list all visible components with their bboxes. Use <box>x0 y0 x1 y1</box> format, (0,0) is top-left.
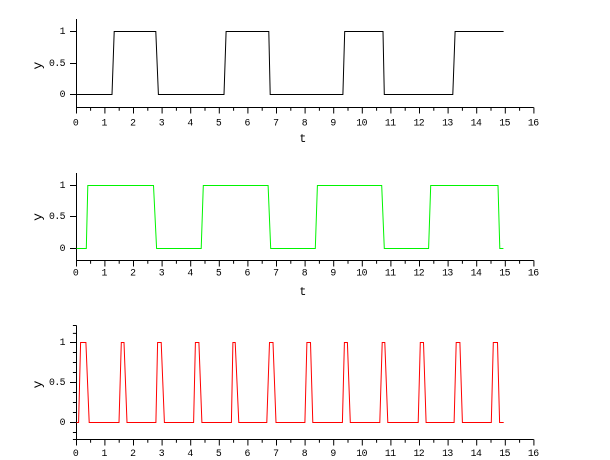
svg-text:7: 7 <box>273 268 279 279</box>
svg-text:4: 4 <box>187 268 193 279</box>
svg-text:0: 0 <box>73 268 79 279</box>
svg-text:11: 11 <box>385 268 396 279</box>
svg-text:12: 12 <box>413 117 424 128</box>
svg-text:0: 0 <box>73 448 79 459</box>
svg-text:t: t <box>299 133 305 146</box>
svg-text:15: 15 <box>499 117 510 128</box>
svg-text:3: 3 <box>159 448 165 459</box>
svg-text:8: 8 <box>302 448 308 459</box>
svg-text:16: 16 <box>528 448 539 459</box>
svg-text:5: 5 <box>216 448 222 459</box>
svg-text:5: 5 <box>216 268 222 279</box>
svg-text:12: 12 <box>413 268 424 279</box>
svg-text:13: 13 <box>442 117 453 128</box>
svg-text:16: 16 <box>528 268 539 279</box>
svg-text:0.5: 0.5 <box>49 211 66 222</box>
svg-text:y: y <box>31 380 46 388</box>
svg-text:4: 4 <box>187 117 193 128</box>
svg-text:2: 2 <box>130 448 136 459</box>
svg-text:0: 0 <box>60 243 66 254</box>
svg-text:10: 10 <box>356 448 367 459</box>
svg-text:15: 15 <box>499 448 510 459</box>
svg-text:1: 1 <box>60 337 66 348</box>
svg-text:2: 2 <box>130 117 136 128</box>
svg-text:0.5: 0.5 <box>49 58 66 69</box>
svg-text:9: 9 <box>330 448 336 459</box>
svg-text:6: 6 <box>245 268 251 279</box>
svg-text:5: 5 <box>216 117 222 128</box>
svg-text:8: 8 <box>302 117 308 128</box>
svg-text:0: 0 <box>60 89 66 100</box>
svg-text:1: 1 <box>102 268 108 279</box>
svg-text:14: 14 <box>471 117 482 128</box>
svg-text:13: 13 <box>442 448 453 459</box>
svg-text:13: 13 <box>442 268 453 279</box>
svg-text:12: 12 <box>413 448 424 459</box>
svg-text:0: 0 <box>73 117 79 128</box>
svg-text:3: 3 <box>159 117 165 128</box>
svg-text:1: 1 <box>60 26 66 37</box>
svg-text:0.5: 0.5 <box>49 377 66 388</box>
svg-text:16: 16 <box>528 117 539 128</box>
svg-text:1: 1 <box>102 117 108 128</box>
svg-text:7: 7 <box>273 117 279 128</box>
svg-text:t: t <box>299 286 305 299</box>
svg-text:14: 14 <box>471 268 482 279</box>
svg-text:6: 6 <box>245 448 251 459</box>
svg-text:0: 0 <box>60 417 66 428</box>
svg-text:y: y <box>31 213 46 221</box>
svg-text:6: 6 <box>245 117 251 128</box>
svg-text:11: 11 <box>385 117 396 128</box>
svg-text:9: 9 <box>330 268 336 279</box>
svg-text:10: 10 <box>356 117 367 128</box>
svg-text:14: 14 <box>471 448 482 459</box>
svg-text:4: 4 <box>187 448 193 459</box>
svg-text:9: 9 <box>330 117 336 128</box>
svg-text:2: 2 <box>130 268 136 279</box>
svg-text:8: 8 <box>302 268 308 279</box>
svg-text:1: 1 <box>102 448 108 459</box>
svg-text:3: 3 <box>159 268 165 279</box>
svg-text:7: 7 <box>273 448 279 459</box>
svg-text:10: 10 <box>356 268 367 279</box>
svg-text:y: y <box>31 62 46 70</box>
svg-text:1: 1 <box>60 180 66 191</box>
svg-text:11: 11 <box>385 448 396 459</box>
svg-text:15: 15 <box>499 268 510 279</box>
